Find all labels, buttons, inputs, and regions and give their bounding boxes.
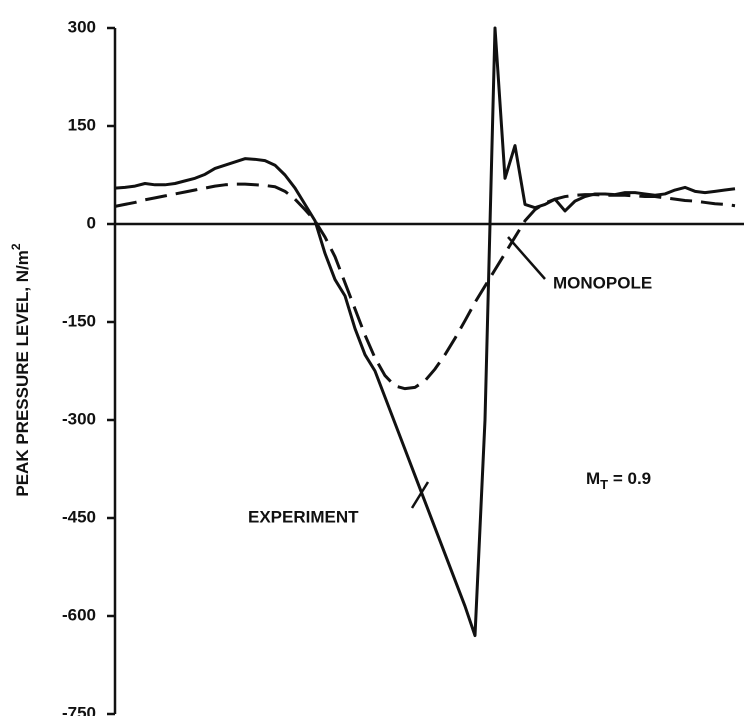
mach-sub: T	[600, 477, 608, 492]
series-line	[114, 182, 736, 391]
y-tick-label: -750	[62, 703, 96, 716]
y-label-main: PEAK PRESSURE LEVEL, N/m	[13, 250, 32, 497]
y-axis-label: PEAK PRESSURE LEVEL, N/m2	[9, 243, 32, 497]
y-tick-label: -600	[62, 605, 96, 624]
y-tick-label: -450	[62, 507, 96, 526]
mach-tail: = 0.9	[608, 469, 651, 488]
mach-main: M	[586, 469, 600, 488]
y-tick-label: -150	[62, 311, 96, 330]
y-label-sup: 2	[9, 243, 23, 250]
y-tick-label: -300	[62, 409, 96, 428]
y-tick-label: 0	[87, 213, 96, 232]
leader-line	[410, 481, 430, 509]
mach-annotation: MT = 0.9	[586, 469, 651, 492]
series-label: MONOPOLE	[553, 273, 652, 292]
series-line	[114, 26, 736, 638]
y-tick-label: 300	[68, 17, 96, 36]
series-label: EXPERIMENT	[248, 507, 359, 526]
y-tick-label: 150	[68, 115, 96, 134]
leader-line	[507, 236, 546, 280]
